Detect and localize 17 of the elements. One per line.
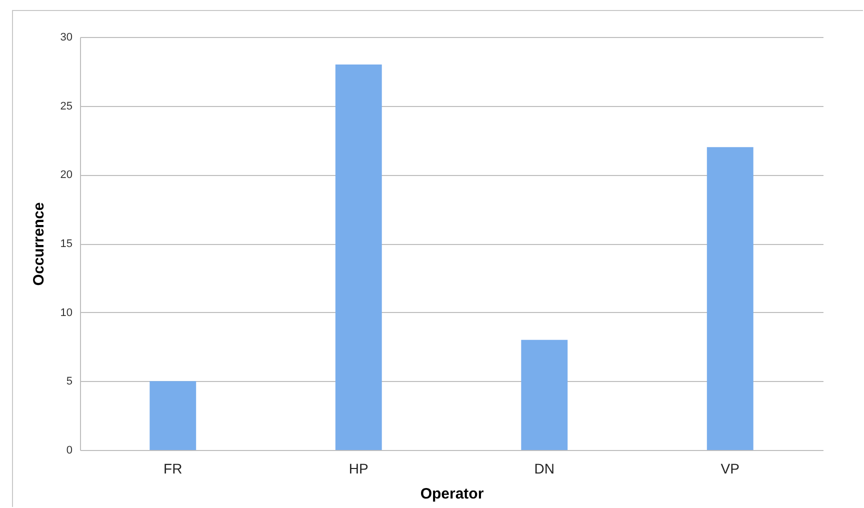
- y-tick-label: 25: [60, 100, 72, 112]
- y-tick-label: 30: [60, 32, 72, 44]
- x-tick-label: DN: [534, 460, 554, 476]
- y-tick-label: 5: [66, 376, 72, 388]
- y-tick-label: 0: [66, 444, 72, 456]
- y-axis-title: Occurrence: [30, 202, 48, 286]
- y-tick-label: 15: [60, 238, 72, 250]
- x-tick-label: FR: [164, 460, 182, 476]
- y-tick-label: 20: [60, 169, 72, 182]
- bar: [150, 381, 196, 450]
- bar: [335, 64, 382, 450]
- bar: [521, 340, 568, 450]
- y-tick-label: 10: [60, 306, 72, 319]
- bar: [706, 147, 754, 450]
- x-tick-label: VP: [720, 460, 740, 476]
- x-tick-label: HP: [348, 460, 368, 476]
- x-axis-title: Operator: [420, 486, 484, 502]
